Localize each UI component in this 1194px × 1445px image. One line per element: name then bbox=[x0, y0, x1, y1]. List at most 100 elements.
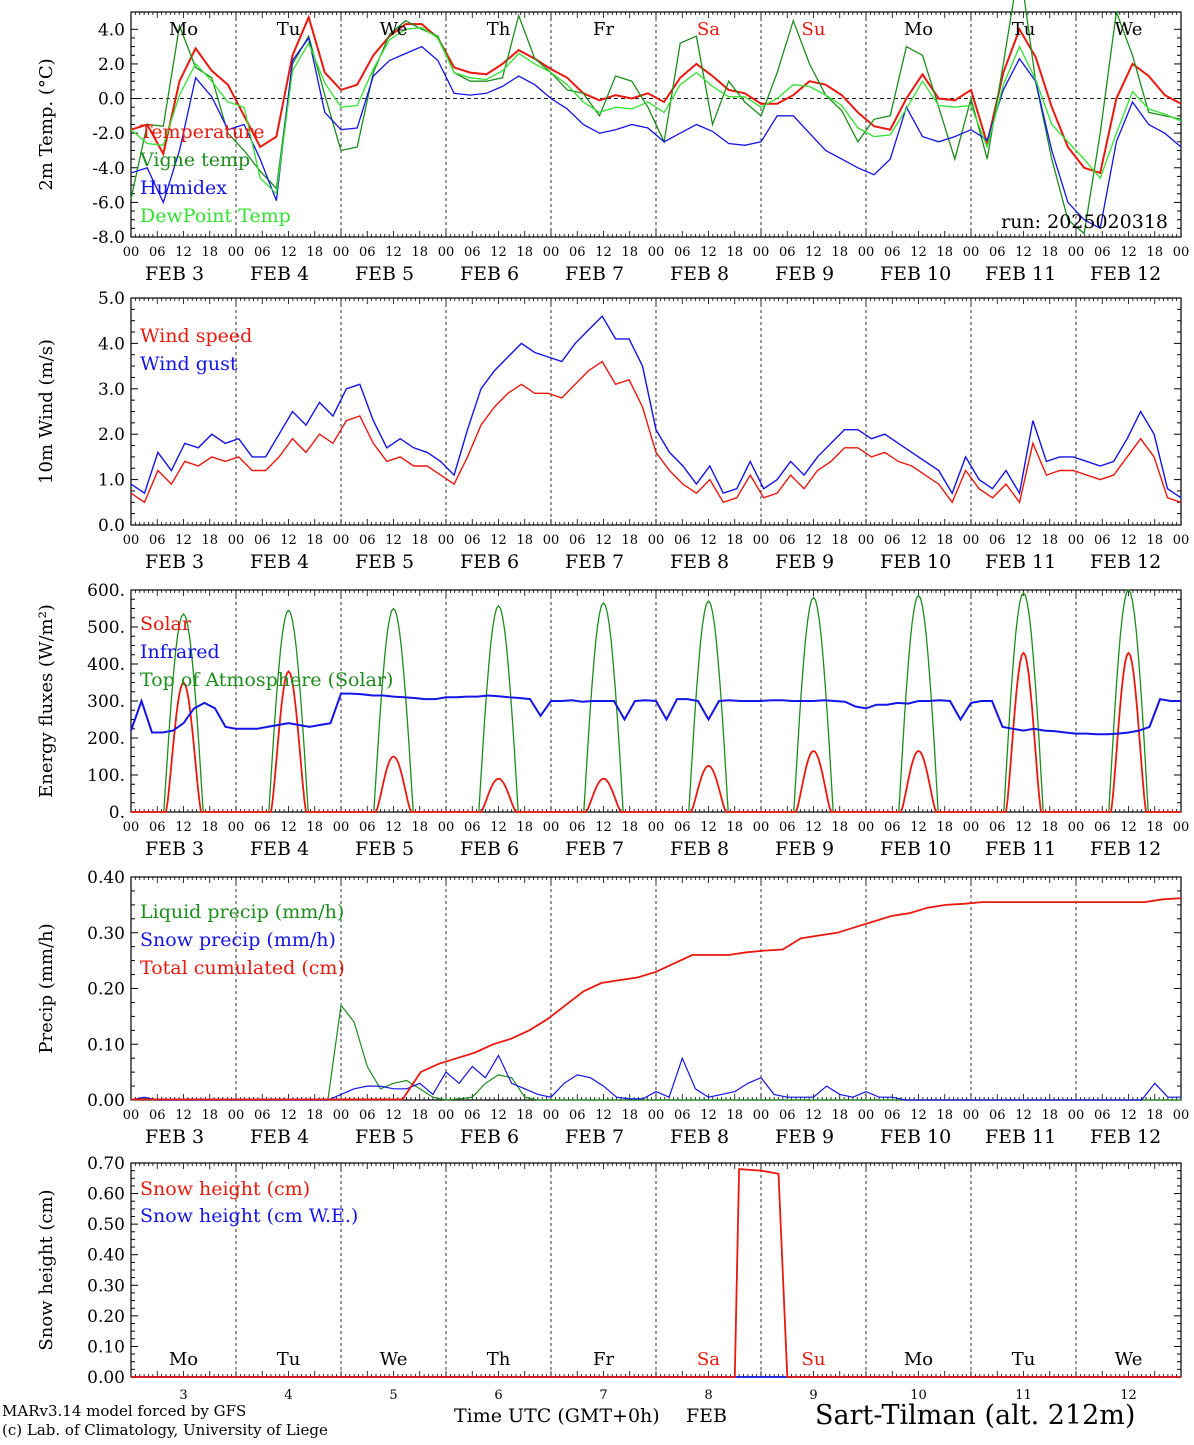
date-label: FEB 4 bbox=[250, 551, 309, 573]
hour-tick-label: 06 bbox=[149, 533, 166, 548]
hour-tick-label: 18 bbox=[621, 533, 638, 548]
hour-tick-label: 12 bbox=[595, 820, 612, 835]
legend-entry: Humidex bbox=[140, 177, 227, 199]
day-name-label: Mo bbox=[169, 19, 198, 40]
hour-tick-label: 00 bbox=[123, 533, 140, 548]
hour-tick-label: 06 bbox=[254, 820, 271, 835]
hour-tick-label: 06 bbox=[989, 245, 1006, 260]
hour-tick-label: 06 bbox=[464, 1108, 481, 1123]
hour-tick-label: 18 bbox=[1146, 245, 1163, 260]
hour-tick-label: 06 bbox=[779, 533, 796, 548]
chart-panel-3: 0. 100. 200. 300. 400. 500. 600. Energy fluxes … bbox=[36, 581, 1189, 860]
hour-tick-label: 18 bbox=[201, 820, 218, 835]
hour-tick-label: 06 bbox=[674, 245, 691, 260]
y-axis-label: Snow height (cm) bbox=[36, 1189, 57, 1350]
hour-tick-label: 00 bbox=[963, 1108, 980, 1123]
hour-tick-label: 18 bbox=[831, 533, 848, 548]
day-number-label: 12 bbox=[1120, 1388, 1137, 1403]
credit-line-1: MARv3.14 model forced by GFS bbox=[2, 1402, 247, 1420]
hour-tick-label: 00 bbox=[648, 1108, 665, 1123]
hour-tick-label: 00 bbox=[228, 245, 245, 260]
hour-tick-label: 12 bbox=[490, 1108, 507, 1123]
hour-tick-label: 12 bbox=[1015, 533, 1032, 548]
y-tick-label: 0.0 bbox=[98, 90, 125, 110]
hour-tick-label: 18 bbox=[411, 533, 428, 548]
hour-tick-label: 12 bbox=[700, 245, 717, 260]
date-label: FEB 11 bbox=[985, 551, 1056, 573]
y-tick-label: 0.60 bbox=[87, 1185, 125, 1205]
hour-tick-label: 18 bbox=[831, 820, 848, 835]
legend-entry: Top of Atmosphere (Solar) bbox=[140, 669, 393, 691]
legend-entry: DewPoint Temp bbox=[140, 205, 291, 227]
series-line-infrared bbox=[130, 692, 1181, 736]
hour-tick-label: 18 bbox=[306, 820, 323, 835]
hour-tick-label: 00 bbox=[1173, 533, 1190, 548]
hour-tick-label: 00 bbox=[438, 1108, 455, 1123]
legend-entry: Temperature bbox=[140, 121, 264, 143]
legend-entry: Solar bbox=[140, 613, 192, 635]
chart-panel-1: -8.0 -6.0 -4.0 -2.0 0.0 2.0 4.0 2m Temp. (°C) Mo… bbox=[36, 0, 1189, 285]
hour-tick-label: 06 bbox=[884, 245, 901, 260]
y-tick-label: 2.0 bbox=[98, 425, 125, 445]
date-label: FEB 10 bbox=[880, 263, 951, 285]
hour-tick-label: 00 bbox=[753, 533, 770, 548]
y-tick-label: 0.30 bbox=[87, 1276, 125, 1296]
hour-tick-label: 00 bbox=[123, 820, 140, 835]
chart-panel-4: 0.00 0.10 0.20 0.30 0.40 Precip (mm/h) Liquid … bbox=[36, 868, 1189, 1148]
date-label: FEB 10 bbox=[880, 838, 951, 860]
hour-tick-label: 18 bbox=[831, 1108, 848, 1123]
hour-tick-label: 18 bbox=[936, 533, 953, 548]
hour-tick-label: 18 bbox=[936, 1108, 953, 1123]
date-label: FEB 8 bbox=[670, 838, 729, 860]
hour-tick-label: 00 bbox=[963, 533, 980, 548]
date-label: FEB 12 bbox=[1090, 838, 1161, 860]
hour-tick-label: 12 bbox=[700, 1108, 717, 1123]
date-label: FEB 8 bbox=[670, 551, 729, 573]
hour-tick-label: 00 bbox=[1068, 245, 1085, 260]
y-tick-label: 0.00 bbox=[87, 1368, 125, 1388]
hour-tick-label: 18 bbox=[831, 245, 848, 260]
series-line-solar bbox=[131, 651, 1181, 813]
day-name-label: We bbox=[1115, 19, 1143, 40]
y-tick-label: -8.0 bbox=[92, 228, 125, 248]
hour-tick-label: 00 bbox=[858, 820, 875, 835]
y-axis-label: 10m Wind (m/s) bbox=[36, 339, 57, 484]
hour-tick-label: 06 bbox=[569, 245, 586, 260]
date-label: FEB 4 bbox=[250, 263, 309, 285]
day-number-label: 7 bbox=[599, 1388, 607, 1403]
y-tick-label: -2.0 bbox=[92, 124, 125, 144]
day-name-label: Tu bbox=[277, 1349, 301, 1370]
hour-tick-label: 12 bbox=[910, 820, 927, 835]
hour-tick-label: 00 bbox=[648, 245, 665, 260]
date-label: FEB 12 bbox=[1090, 1126, 1161, 1148]
hour-tick-label: 18 bbox=[621, 820, 638, 835]
date-label: FEB 11 bbox=[985, 263, 1056, 285]
day-name-label: Mo bbox=[904, 19, 933, 40]
y-tick-label: 0.50 bbox=[87, 1215, 125, 1235]
day-name-label: We bbox=[380, 1349, 408, 1370]
hour-tick-label: 12 bbox=[1120, 820, 1137, 835]
hour-tick-label: 06 bbox=[254, 1108, 271, 1123]
hour-tick-label: 00 bbox=[543, 820, 560, 835]
y-tick-label: 3.0 bbox=[98, 380, 125, 400]
hour-tick-label: 06 bbox=[569, 1108, 586, 1123]
day-number-label: 6 bbox=[494, 1388, 502, 1403]
hour-tick-label: 12 bbox=[700, 533, 717, 548]
hour-tick-label: 18 bbox=[621, 1108, 638, 1123]
y-tick-label: 0.30 bbox=[87, 924, 125, 944]
legend-entry: Infrared bbox=[140, 641, 220, 663]
hour-tick-label: 00 bbox=[228, 820, 245, 835]
chart-panel-2: 0.0 1.0 2.0 3.0 4.0 5.0 10m Wind (m/s) Wind spe… bbox=[36, 289, 1189, 573]
day-name-label: Su bbox=[802, 1349, 826, 1370]
hour-tick-label: 12 bbox=[595, 245, 612, 260]
y-tick-label: 300. bbox=[87, 692, 125, 712]
hour-tick-label: 00 bbox=[228, 1108, 245, 1123]
series-line-wind-speed bbox=[130, 360, 1182, 504]
y-tick-label: 0.40 bbox=[87, 868, 125, 888]
y-tick-label: 0.10 bbox=[87, 1337, 125, 1357]
date-label: FEB 3 bbox=[145, 263, 204, 285]
date-label: FEB 12 bbox=[1090, 263, 1161, 285]
hour-tick-label: 12 bbox=[385, 533, 402, 548]
hour-tick-label: 06 bbox=[464, 533, 481, 548]
y-axis-label: Energy fluxes (W/m²) bbox=[36, 604, 57, 798]
